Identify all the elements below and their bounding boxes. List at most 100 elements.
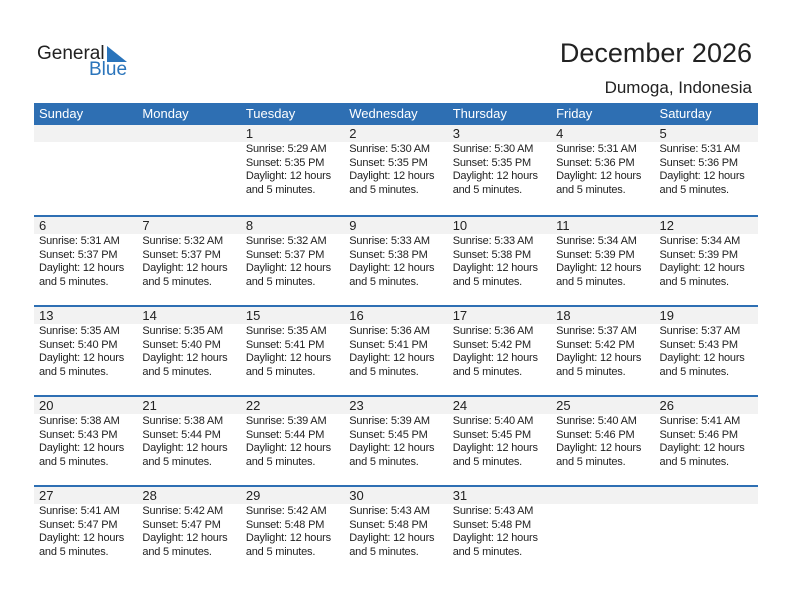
sunset-time: Sunset: 5:45 PM [349,428,428,441]
daylight-minutes: and 5 minutes. [142,275,212,288]
sunset-time: Sunset: 5:43 PM [39,428,118,441]
day-cell: 19 Sunrise: 5:37 AM Sunset: 5:43 PM Dayligh… [654,307,758,395]
daylight-hours: Daylight: 12 hours [39,262,125,275]
weekday-sunday: Sunday [39,106,84,121]
day-number: 10 [447,217,552,234]
sun-info: Sunrise: 5:41 AM Sunset: 5:47 PM Daylight:… [34,504,137,559]
sun-info: Sunrise: 5:35 AM Sunset: 5:40 PM Daylight:… [34,324,137,379]
sunrise-time: Sunrise: 5:37 AM [659,325,741,337]
daylight-minutes: and 5 minutes. [659,275,730,288]
sunrise-time: Sunrise: 5:33 AM [349,235,430,247]
daylight-hours: Daylight: 12 hours [142,532,228,545]
day-cell: 14 Sunrise: 5:35 AM Sunset: 5:40 PM Dayligh… [137,307,241,395]
sun-info: Sunrise: 5:38 AM Sunset: 5:44 PM Daylight:… [137,414,240,469]
day-number: 5 [654,125,758,142]
daylight-minutes: and 5 minutes. [452,365,523,378]
sunset-time: Sunset: 5:46 PM [556,428,635,441]
day-number: 21 [137,397,241,414]
day-number: 24 [447,397,552,414]
sun-info: Sunrise: 5:41 AM Sunset: 5:46 PM Daylight:… [655,414,758,469]
daylight-minutes: and 5 minutes. [659,365,730,378]
sunrise-time: Sunrise: 5:41 AM [659,415,741,427]
weekday-wednesday: Wednesday [349,106,418,121]
daylight-minutes: and 5 minutes. [556,455,626,468]
day-number: 7 [137,217,241,234]
daylight-minutes: and 5 minutes. [556,365,626,378]
sunrise-time: Sunrise: 5:34 AM [659,235,741,247]
day-cell: 10 Sunrise: 5:33 AM Sunset: 5:38 PM Dayligh… [447,217,552,305]
sun-info: Sunrise: 5:42 AM Sunset: 5:48 PM Daylight:… [241,504,344,559]
sunrise-time: Sunrise: 5:35 AM [39,325,120,337]
daylight-minutes: and 5 minutes. [39,275,109,288]
sun-info: Sunrise: 5:38 AM Sunset: 5:43 PM Daylight:… [34,414,137,469]
day-cell: 22 Sunrise: 5:39 AM Sunset: 5:44 PM Dayligh… [240,397,345,485]
sun-info: Sunrise: 5:40 AM Sunset: 5:46 PM Daylight:… [551,414,654,469]
daylight-minutes: and 5 minutes. [659,183,730,196]
daylight-hours: Daylight: 12 hours [659,262,745,275]
daylight-minutes: and 5 minutes. [452,455,523,468]
sun-info: Sunrise: 5:36 AM Sunset: 5:41 PM Daylight:… [344,324,447,379]
day-number [654,487,758,504]
daylight-hours: Daylight: 12 hours [452,352,538,365]
daylight-minutes: and 5 minutes. [349,275,419,288]
weekday-friday: Friday [556,106,593,121]
week-row: 27 Sunrise: 5:41 AM Sunset: 5:47 PM Dayligh… [34,485,758,575]
daylight-hours: Daylight: 12 hours [39,442,125,455]
daylight-minutes: and 5 minutes. [556,183,626,196]
daylight-minutes: and 5 minutes. [245,183,316,196]
day-cell: 5 Sunrise: 5:31 AM Sunset: 5:36 PM Daylight… [654,125,758,215]
weekday-header: Sunday Monday Tuesday Wednesday Thursday Frid… [34,103,758,125]
daylight-hours: Daylight: 12 hours [452,262,538,275]
sunset-time: Sunset: 5:40 PM [142,338,221,351]
daylight-hours: Daylight: 12 hours [556,262,642,275]
sunrise-time: Sunrise: 5:41 AM [39,505,120,517]
daylight-minutes: and 5 minutes. [142,365,212,378]
sunset-time: Sunset: 5:48 PM [452,518,532,531]
sun-info: Sunrise: 5:31 AM Sunset: 5:36 PM Daylight:… [655,142,758,197]
daylight-minutes: and 5 minutes. [142,545,212,558]
daylight-minutes: and 5 minutes. [39,455,109,468]
day-number: 29 [240,487,345,504]
day-number: 2 [344,125,448,142]
day-cell: 4 Sunrise: 5:31 AM Sunset: 5:36 PM Daylight… [551,125,655,215]
daylight-hours: Daylight: 12 hours [142,352,228,365]
day-number: 27 [34,487,138,504]
day-cell: 25 Sunrise: 5:40 AM Sunset: 5:46 PM Dayligh… [551,397,655,485]
daylight-minutes: and 5 minutes. [452,275,523,288]
sunrise-time: Sunrise: 5:31 AM [659,143,741,155]
day-number [34,125,138,142]
sun-info: Sunrise: 5:42 AM Sunset: 5:47 PM Daylight:… [137,504,240,559]
day-cell: 1 Sunrise: 5:29 AM Sunset: 5:35 PM Daylight… [240,125,345,215]
logo-text-general: General [37,43,105,64]
sun-info: Sunrise: 5:37 AM Sunset: 5:42 PM Daylight:… [551,324,654,379]
sunset-time: Sunset: 5:38 PM [452,248,532,261]
daylight-hours: Daylight: 12 hours [349,442,435,455]
day-cell: 12 Sunrise: 5:34 AM Sunset: 5:39 PM Dayligh… [654,217,758,305]
day-number: 9 [344,217,448,234]
sunrise-time: Sunrise: 5:37 AM [556,325,637,337]
sunrise-time: Sunrise: 5:40 AM [556,415,637,427]
day-cell: 11 Sunrise: 5:34 AM Sunset: 5:39 PM Dayligh… [551,217,655,305]
day-cell: 30 Sunrise: 5:43 AM Sunset: 5:48 PM Dayligh… [344,487,448,575]
daylight-hours: Daylight: 12 hours [349,352,435,365]
day-cell: 31 Sunrise: 5:43 AM Sunset: 5:48 PM Dayligh… [447,487,552,575]
logo-triangle-icon [107,46,127,62]
day-number: 20 [34,397,138,414]
day-number: 13 [34,307,138,324]
sun-info: Sunrise: 5:33 AM Sunset: 5:38 PM Daylight:… [448,234,551,289]
daylight-hours: Daylight: 12 hours [245,262,331,275]
sunset-time: Sunset: 5:48 PM [245,518,325,531]
sunset-time: Sunset: 5:35 PM [349,156,428,169]
day-number: 3 [447,125,552,142]
sunset-time: Sunset: 5:47 PM [142,518,221,531]
daylight-hours: Daylight: 12 hours [452,532,538,545]
sunset-time: Sunset: 5:42 PM [452,338,532,351]
sunset-time: Sunset: 5:47 PM [39,518,118,531]
sunrise-time: Sunrise: 5:40 AM [452,415,534,427]
day-cell: 15 Sunrise: 5:35 AM Sunset: 5:41 PM Dayligh… [240,307,345,395]
daylight-hours: Daylight: 12 hours [245,442,331,455]
day-number: 1 [240,125,345,142]
day-cell: 21 Sunrise: 5:38 AM Sunset: 5:44 PM Dayligh… [137,397,241,485]
sunrise-time: Sunrise: 5:43 AM [452,505,534,517]
day-number: 22 [240,397,345,414]
